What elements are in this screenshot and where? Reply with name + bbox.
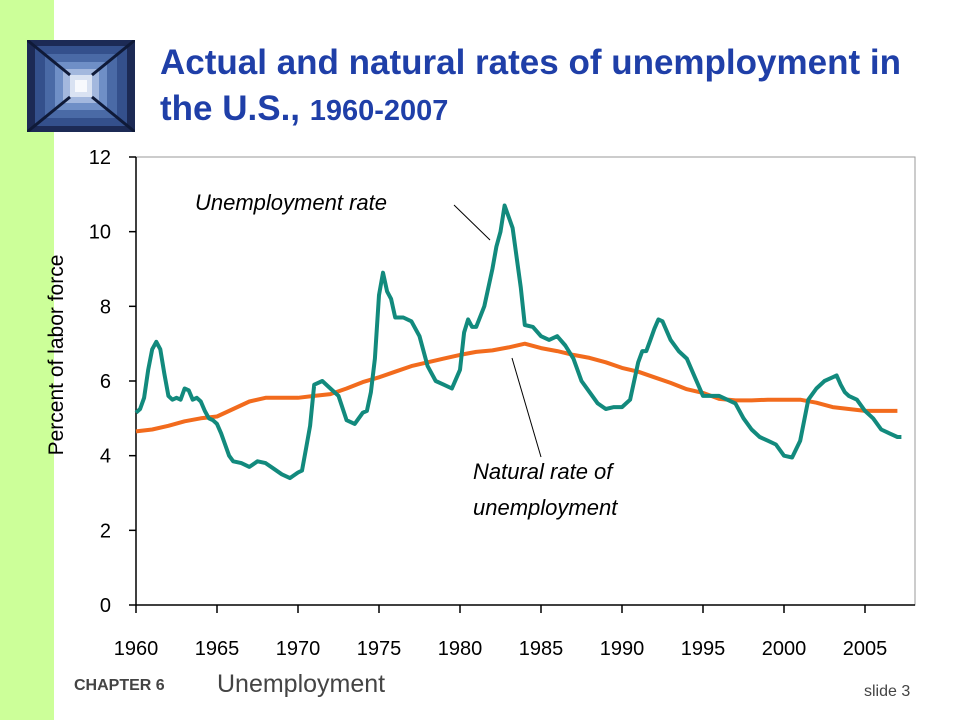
y-tick-label: 6	[100, 371, 111, 393]
natural-label-leader	[511, 357, 542, 458]
y-axis: 0 2 4 6 8 10 12	[89, 147, 137, 617]
y-axis-label: Percent of labor force	[45, 255, 68, 456]
unemployment-label-leader	[453, 204, 491, 241]
title-separator: ,	[290, 89, 310, 128]
y-tick-label: 2	[100, 520, 111, 542]
title-years: 1960-2007	[309, 95, 449, 127]
footer-chapter-number: CHAPTER 6	[74, 677, 165, 694]
plot-area	[135, 156, 916, 606]
x-tick-label: 2000	[762, 638, 807, 660]
natural-rate-annotation-line1: Natural rate of	[473, 459, 615, 484]
y-tick-label: 4	[100, 446, 111, 468]
x-axis: 1960 1965 1970 1975 1980 1985 1990 1995 2000 2005	[114, 604, 915, 660]
unemployment-rate-annotation: Unemployment rate	[195, 190, 387, 215]
stairwell-photo-icon	[27, 40, 135, 132]
slide-title: Actual and natural rates of unemployment…	[160, 40, 920, 134]
x-tick-label: 1960	[114, 638, 159, 660]
x-tick-label: 2005	[843, 638, 888, 660]
slide-number: slide 3	[864, 683, 911, 700]
natural-rate-line	[135, 341, 898, 434]
unemployment-rate-line	[134, 203, 902, 481]
title-main: Actual and natural rates of unemployment…	[160, 43, 901, 128]
footer-chapter-name: Unemployment	[217, 670, 386, 698]
x-tick-label: 1965	[195, 638, 240, 660]
y-tick-label: 10	[89, 222, 111, 244]
x-tick-label: 1995	[681, 638, 726, 660]
x-tick-label: 1990	[600, 638, 645, 660]
y-tick-label: 0	[100, 595, 111, 617]
x-tick-label: 1985	[519, 638, 564, 660]
x-tick-label: 1980	[438, 638, 483, 660]
y-tick-label: 12	[89, 147, 111, 169]
x-tick-label: 1975	[357, 638, 402, 660]
natural-rate-annotation-line2: unemployment	[473, 495, 618, 520]
x-tick-label: 1970	[276, 638, 321, 660]
y-tick-label: 8	[100, 296, 111, 318]
